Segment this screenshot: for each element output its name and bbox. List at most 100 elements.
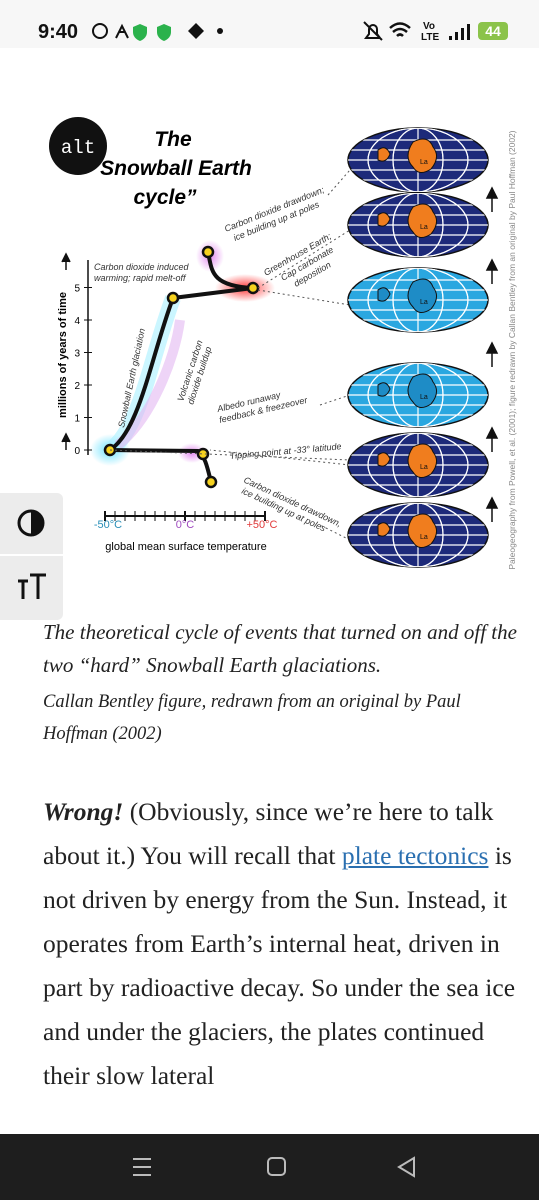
figure-title: The <box>154 128 192 151</box>
grid <box>367 268 469 332</box>
battery <box>478 22 508 40</box>
caption-text: The theoretical cycle of events that tur… <box>43 620 517 677</box>
battery-level: 44 <box>485 23 501 39</box>
continent <box>377 278 437 313</box>
node <box>166 291 180 305</box>
time: 9:40 <box>38 21 78 43</box>
y-axis-label: millions of years of time <box>57 292 69 418</box>
globe-grid <box>348 503 488 567</box>
grid <box>367 193 469 257</box>
arrow <box>61 432 71 450</box>
arrow <box>485 258 499 284</box>
icon <box>92 23 108 39</box>
caption-credit: Callan Bentley figure, redrawn from an o… <box>43 692 461 744</box>
grid <box>392 433 444 497</box>
paragraph: Wrong! (Obviously, since we’re here to t… <box>43 790 521 1098</box>
side-toolbar <box>0 493 63 620</box>
y-tick-label: 4 <box>74 316 80 327</box>
network: Vo <box>423 21 435 32</box>
icon <box>133 24 147 41</box>
alt-label: alt <box>61 137 95 159</box>
y-tick-label: 0 <box>74 446 80 457</box>
node <box>246 281 260 295</box>
x-tick-label: 0°C <box>176 519 195 531</box>
globe: La <box>347 502 489 568</box>
globe-label: La <box>420 534 428 541</box>
leaders <box>109 169 351 541</box>
node <box>196 447 210 461</box>
figure: The Snowball Earth cycle” alt 0 1 2 3 4 5 mil… <box>49 117 517 570</box>
status-icons: 9:40 Vo LTE 44 <box>38 21 508 43</box>
y-tick-label: 5 <box>74 284 80 295</box>
network: LTE <box>421 32 439 43</box>
arrow <box>485 341 499 367</box>
label: Carbon dioxide induced <box>94 262 190 272</box>
caption: The theoretical cycle of events that tur… <box>43 616 523 750</box>
globe: La <box>347 432 489 498</box>
x-axis-label: global mean surface temperature <box>105 541 266 553</box>
continent <box>377 138 437 173</box>
x-tick-label: +50°C <box>246 519 277 531</box>
recents-button[interactable] <box>133 1158 151 1176</box>
y-tick-label: 3 <box>74 349 80 360</box>
globe: La <box>347 267 489 333</box>
globe-label: La <box>420 159 428 166</box>
nodes <box>103 245 260 489</box>
figure-title: cycle” <box>133 186 197 209</box>
globe-label: La <box>420 464 428 471</box>
grid <box>367 433 469 497</box>
text-size-button[interactable] <box>18 573 46 599</box>
label: Tipping point at -33° latitude <box>229 441 342 461</box>
label: warming; rapid melt-off <box>94 273 187 283</box>
continent <box>377 203 437 238</box>
nav-bar <box>0 1134 539 1200</box>
glow <box>114 319 185 449</box>
globe: La <box>347 362 489 428</box>
continent <box>377 373 437 408</box>
toolbar-icons <box>0 509 63 599</box>
icon <box>157 24 171 41</box>
link[interactable]: plate tectonics <box>341 841 489 870</box>
x-tick-label: -50°C <box>94 519 122 531</box>
grid <box>392 128 444 192</box>
globe: La <box>347 192 489 258</box>
x-ticks: -50°C 0°C +50°C <box>94 511 278 531</box>
contrast-button[interactable] <box>17 509 45 537</box>
arrow <box>485 426 499 452</box>
figure-title: Snowball Earth <box>100 157 252 180</box>
y-tick-label: 1 <box>74 414 80 425</box>
alt-button[interactable] <box>49 117 107 175</box>
status-bar: 9:40 Vo LTE 44 <box>0 0 539 48</box>
back-button[interactable] <box>397 1156 415 1178</box>
globe-label: La <box>420 224 428 231</box>
icon <box>363 21 383 41</box>
text: (Obviously, since we’re here to talk abo… <box>43 797 494 870</box>
arrow <box>485 186 499 212</box>
grid <box>367 363 469 427</box>
grid <box>392 193 444 257</box>
y-tick-label: 2 <box>74 381 80 392</box>
node <box>201 245 215 259</box>
nav-icons <box>133 1156 415 1178</box>
icon <box>389 22 411 37</box>
grid <box>392 503 444 567</box>
arrow <box>485 496 499 522</box>
grid <box>392 363 444 427</box>
continent <box>377 513 437 548</box>
home-button[interactable] <box>267 1157 286 1176</box>
grid <box>367 503 469 567</box>
globe-label: La <box>420 299 428 306</box>
grid <box>367 128 469 192</box>
y-ticks: 0 1 2 3 4 5 <box>74 284 92 457</box>
emphasis: Wrong! <box>43 797 124 826</box>
icon <box>115 23 129 39</box>
arrow <box>61 252 71 270</box>
node <box>204 475 218 489</box>
globe: La <box>347 127 489 193</box>
icon <box>188 23 204 39</box>
globe-label: La <box>420 394 428 401</box>
grid <box>392 268 444 332</box>
continent <box>377 443 437 478</box>
text: is not driven by energy from the Sun. In… <box>43 841 516 1090</box>
